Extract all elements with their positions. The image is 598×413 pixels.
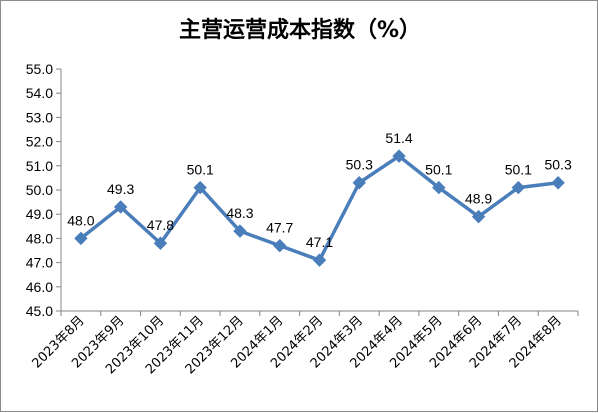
x-tick-labels: 2023年8月2023年9月2023年10月2023年11月2023年12月20… — [29, 313, 564, 377]
data-point-marker — [153, 236, 168, 250]
data-point-marker — [312, 253, 327, 267]
data-point-marker — [432, 180, 446, 195]
y-tick-label: 55.0 — [26, 61, 53, 77]
y-tick-label: 49.0 — [26, 206, 53, 222]
data-markers — [74, 149, 565, 267]
data-point-marker — [471, 209, 486, 224]
y-tick-label: 45.0 — [26, 303, 53, 319]
y-tick-label: 46.0 — [26, 279, 53, 295]
data-point-marker — [551, 176, 565, 190]
data-label: 50.1 — [425, 162, 452, 178]
data-point-marker — [511, 180, 526, 195]
data-label: 50.3 — [544, 157, 571, 173]
data-label: 48.9 — [465, 191, 492, 207]
data-label: 50.1 — [187, 162, 214, 178]
y-tick-label: 51.0 — [26, 158, 53, 174]
data-label: 48.3 — [226, 205, 253, 221]
y-tick-label: 54.0 — [26, 85, 53, 101]
data-point-marker — [193, 180, 207, 195]
y-tick-labels: 45.0 46.0 47.0 48.0 49.0 50.0 51.0 52.0 53.0 54.0… — [26, 61, 53, 319]
data-point-marker — [352, 176, 366, 190]
data-label: 47.7 — [266, 220, 293, 236]
y-tick-label: 53.0 — [26, 109, 53, 125]
data-point-marker — [233, 224, 247, 238]
axes — [56, 68, 579, 316]
data-point-marker — [113, 200, 128, 214]
data-label: 48.0 — [67, 212, 94, 228]
data-point-marker — [74, 231, 88, 246]
data-point-marker — [392, 149, 406, 163]
y-tick-label: 48.0 — [26, 230, 53, 246]
data-label: 49.3 — [107, 181, 134, 197]
y-tick-label: 47.0 — [26, 255, 53, 271]
y-tick-label: 52.0 — [26, 134, 53, 150]
data-label: 51.4 — [385, 130, 412, 146]
data-label: 47.8 — [147, 217, 174, 233]
data-label: 50.3 — [346, 157, 373, 173]
data-labels: 48.0 49.3 47.8 50.1 48.3 47.7 47.1 50.3 51.4 50.1… — [67, 130, 572, 250]
data-label: 50.1 — [505, 162, 532, 178]
data-label: 47.1 — [306, 234, 333, 250]
chart-title: 主营运营成本指数（%） — [179, 17, 421, 43]
data-point-marker — [273, 238, 287, 253]
y-tick-label: 50.0 — [26, 182, 53, 198]
